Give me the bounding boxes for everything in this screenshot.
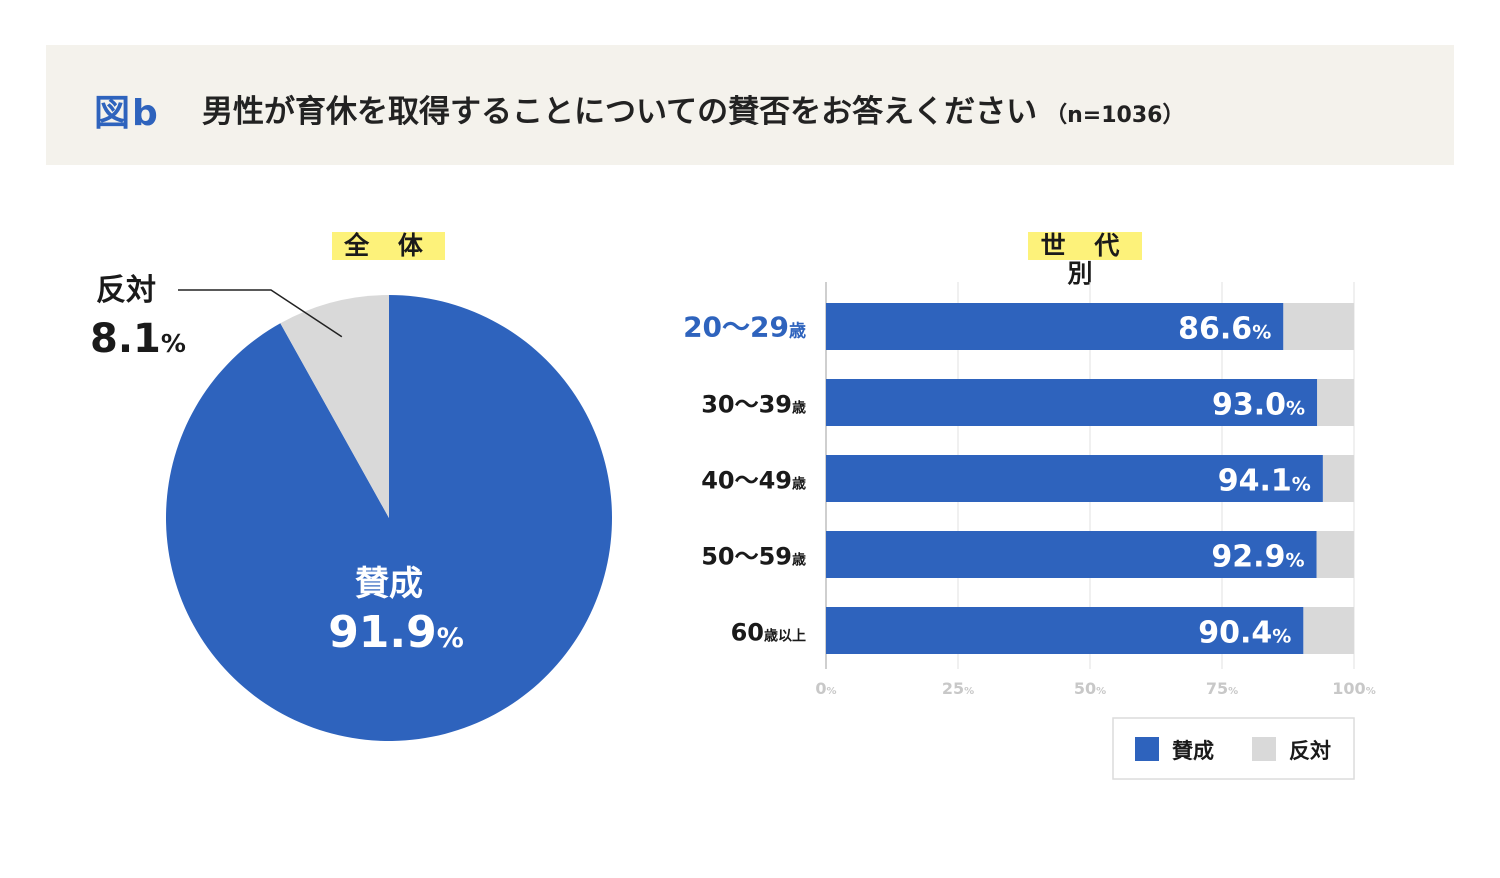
figure-label: 図b bbox=[94, 93, 160, 134]
bar-disagree-2 bbox=[1322, 455, 1354, 502]
legend-label-agree: 賛成 bbox=[1172, 739, 1214, 763]
legend-swatch-agree bbox=[1135, 737, 1159, 761]
x-tick-50: 50% bbox=[1074, 679, 1106, 698]
bar-value-3: 92.9% bbox=[1211, 540, 1304, 575]
bar-disagree-1 bbox=[1317, 379, 1354, 426]
pie-label-agree: 賛成 bbox=[355, 564, 423, 604]
legend-label-disagree: 反対 bbox=[1289, 739, 1331, 763]
bar-section-title: 世 代 別 bbox=[1028, 232, 1142, 288]
bar-value-1: 93.0% bbox=[1212, 388, 1305, 423]
bar-value-4: 90.4% bbox=[1198, 616, 1291, 651]
bar-agree-3 bbox=[826, 531, 1317, 578]
bar-disagree-0 bbox=[1283, 303, 1354, 350]
bar-value-0: 86.6% bbox=[1178, 312, 1271, 347]
pie-slice-disagree bbox=[280, 295, 389, 518]
bar-value-2: 94.1% bbox=[1218, 464, 1311, 499]
category-label-3: 50〜59歳 bbox=[701, 543, 806, 571]
title-banner bbox=[46, 45, 1454, 165]
bar-agree-2 bbox=[826, 455, 1323, 502]
category-label-0: 20〜29歳 bbox=[683, 311, 806, 344]
pie-value-disagree: 8.1% bbox=[90, 316, 186, 362]
sample-size: （n=1036） bbox=[1045, 103, 1185, 128]
bar-agree-4 bbox=[826, 607, 1304, 654]
legend-swatch-disagree bbox=[1252, 737, 1276, 761]
x-tick-100: 100% bbox=[1332, 679, 1375, 698]
chart-title: 男性が育休を取得することについての賛否をお答えください （n=1036） bbox=[202, 86, 1184, 131]
bar-agree-0 bbox=[826, 303, 1284, 350]
category-label-2: 40〜49歳 bbox=[701, 467, 806, 495]
pie-value-agree: 91.9% bbox=[328, 607, 464, 658]
chart-title-text: 男性が育休を取得することについての賛否をお答えください bbox=[202, 94, 1038, 130]
x-tick-75: 75% bbox=[1206, 679, 1238, 698]
pie-label-disagree: 反対 bbox=[96, 273, 156, 308]
bar-disagree-4 bbox=[1303, 607, 1354, 654]
bar-agree-1 bbox=[826, 379, 1318, 426]
pie-section-title: 全 体 bbox=[332, 232, 445, 260]
x-tick-25: 25% bbox=[942, 679, 974, 698]
category-label-1: 30〜39歳 bbox=[701, 391, 806, 419]
bar-disagree-3 bbox=[1316, 531, 1354, 578]
x-tick-0: 0% bbox=[815, 679, 836, 698]
pie-leader-line bbox=[178, 289, 343, 338]
category-label-4: 60歳以上 bbox=[731, 619, 806, 647]
